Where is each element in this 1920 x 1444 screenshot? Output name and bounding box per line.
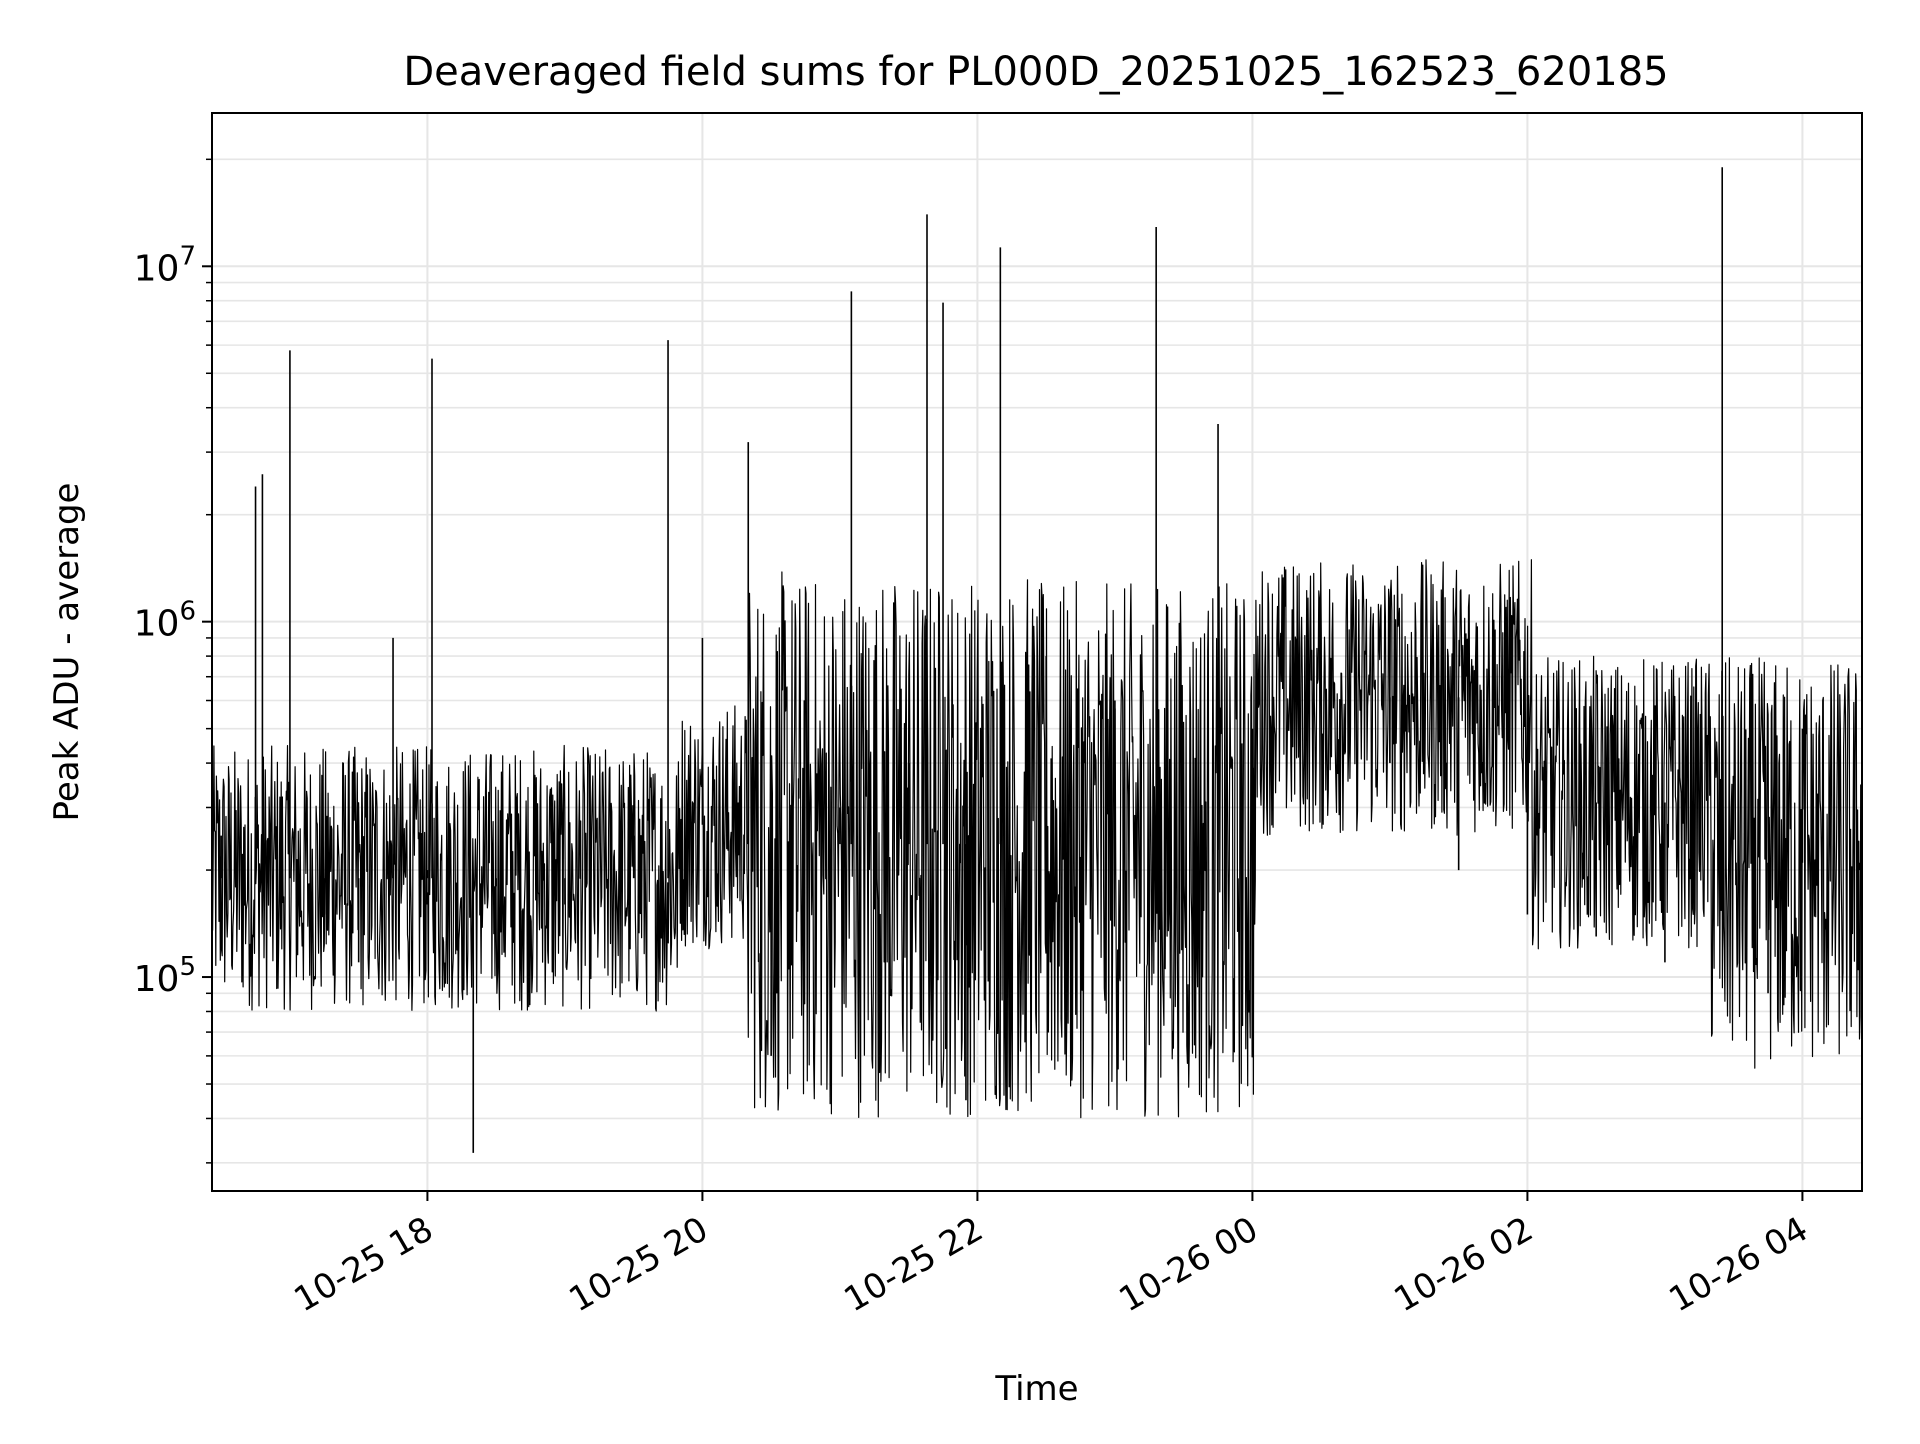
y-axis: 105 106 107	[134, 158, 212, 1164]
y-axis-label: Peak ADU - average	[47, 483, 87, 822]
x-axis-label: Time	[994, 1369, 1078, 1409]
series-line	[211, 559, 1863, 1119]
chart-title: Deaveraged field sums for PL000D_2025102…	[403, 49, 1668, 95]
x-tick-label: 10-25 18	[288, 1209, 440, 1320]
y-tick-label: 106	[134, 597, 196, 645]
x-tick-label: 10-25 20	[563, 1209, 715, 1320]
x-tick-label: 10-26 04	[1663, 1209, 1815, 1320]
series-group	[211, 167, 1863, 1153]
y-tick-label: 105	[134, 952, 196, 1000]
x-tick-label: 10-26 02	[1388, 1209, 1540, 1320]
x-tick-label: 10-25 22	[838, 1209, 990, 1320]
x-axis: 10-25 18 10-25 20 10-25 22 10-26 00 10-26 02…	[288, 1191, 1815, 1320]
y-tick-label: 107	[134, 241, 196, 289]
plot-area-frame	[211, 112, 1863, 1192]
x-tick-label: 10-26 00	[1113, 1209, 1265, 1320]
